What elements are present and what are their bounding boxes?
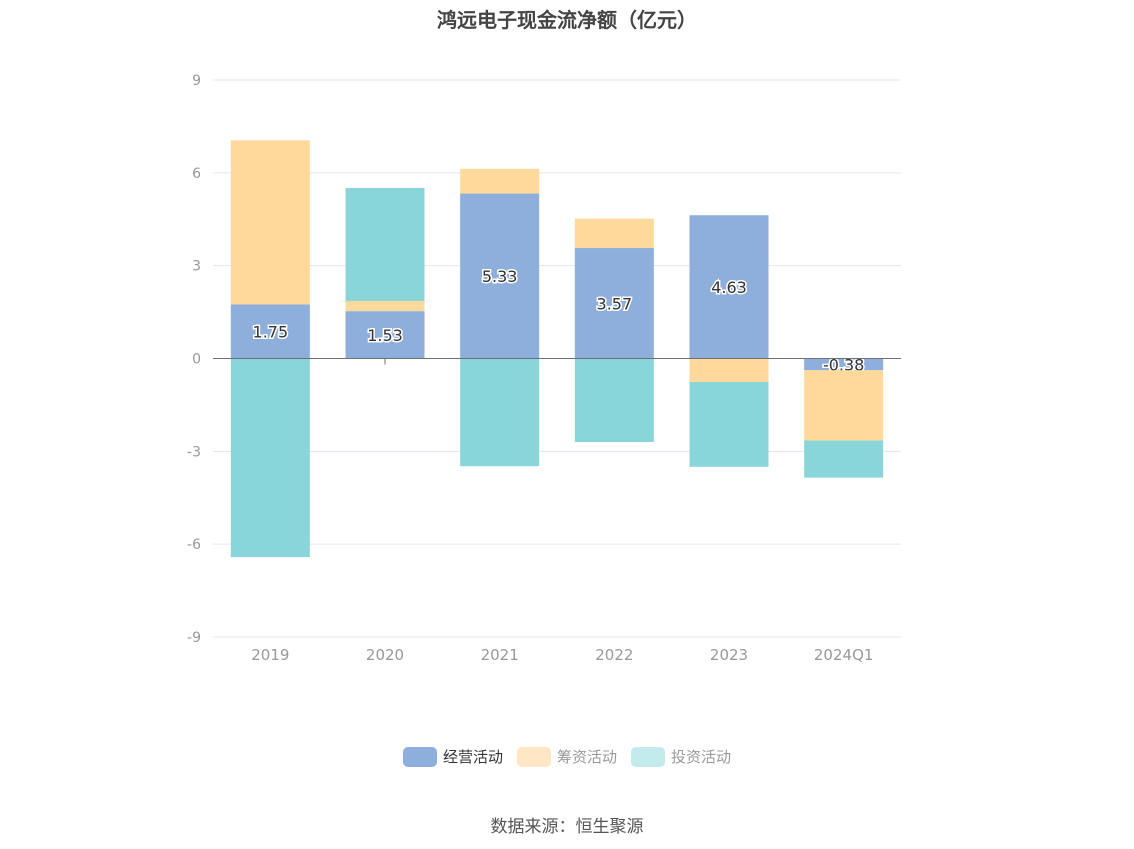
bar-0-2021[interactable] xyxy=(460,193,540,359)
data-label: 3.57 xyxy=(597,294,633,313)
bar-1-2021[interactable] xyxy=(460,168,540,194)
legend-item-financing[interactable]: 筹资活动 xyxy=(516,746,617,767)
data-label: 5.33 xyxy=(482,267,518,286)
legend-swatch-operating xyxy=(402,746,437,767)
x-tick-label: 2022 xyxy=(595,646,633,664)
data-source: 数据来源：恒生聚源 xyxy=(490,817,644,837)
bar-1-2019[interactable] xyxy=(230,140,310,305)
legend-swatch-financing xyxy=(516,746,551,767)
legend-item-investing[interactable]: 投资活动 xyxy=(631,746,731,767)
x-tick-label: 2019 xyxy=(251,646,289,664)
y-tick-label: 6 xyxy=(192,166,201,182)
y-tick-label: 9 xyxy=(192,73,201,89)
y-tick-label: 3 xyxy=(192,259,201,275)
chart-title: 鸿远电子现金流净额（亿元） xyxy=(437,8,697,32)
data-label: 1.75 xyxy=(253,322,289,341)
bar-0-2023[interactable] xyxy=(689,215,769,359)
stacked-bar-chart: -9 -6 -3 0 3 6 9 1.75 2019 1.53 2020 5.33 2021 3.57 20… xyxy=(187,73,901,664)
y-tick-label: -3 xyxy=(187,444,201,460)
x-tick-label: 2024Q1 xyxy=(814,646,874,664)
bar-0-2024Q1[interactable] xyxy=(804,358,884,371)
bar-2-2019[interactable] xyxy=(230,358,310,558)
y-tick-label: -6 xyxy=(187,537,201,553)
bar-1-2024Q1[interactable] xyxy=(804,370,884,441)
data-label: 1.53 xyxy=(367,326,403,345)
x-tick-label: 2021 xyxy=(481,646,519,664)
data-label: 4.63 xyxy=(711,278,747,297)
legend-swatch-investing xyxy=(631,746,665,767)
bar-2-2020[interactable] xyxy=(345,187,425,301)
legend: 经营活动 筹资活动 投资活动 xyxy=(0,746,1134,767)
bar-1-2022[interactable] xyxy=(574,218,654,249)
bar-0-2020[interactable] xyxy=(345,311,425,359)
legend-label-investing: 投资活动 xyxy=(671,748,732,766)
bar-2-2023[interactable] xyxy=(689,382,769,467)
bar-0-2022[interactable] xyxy=(574,248,654,359)
bar-2-2022[interactable] xyxy=(574,358,654,443)
bar-0-2019[interactable] xyxy=(230,304,310,359)
y-tick-label: -9 xyxy=(187,630,201,646)
x-tick-label: 2020 xyxy=(366,646,404,664)
legend-label-financing: 筹资活动 xyxy=(556,748,617,766)
legend-label-operating: 经营活动 xyxy=(442,748,503,766)
bar-2-2021[interactable] xyxy=(460,358,540,467)
bar-2-2024Q1[interactable] xyxy=(804,440,884,478)
x-tick-label: 2023 xyxy=(710,646,748,664)
legend-item-operating[interactable]: 经营活动 xyxy=(402,746,503,767)
y-tick-label: 0 xyxy=(192,352,201,368)
bar-1-2020[interactable] xyxy=(345,300,425,312)
bar-1-2023[interactable] xyxy=(689,358,769,383)
